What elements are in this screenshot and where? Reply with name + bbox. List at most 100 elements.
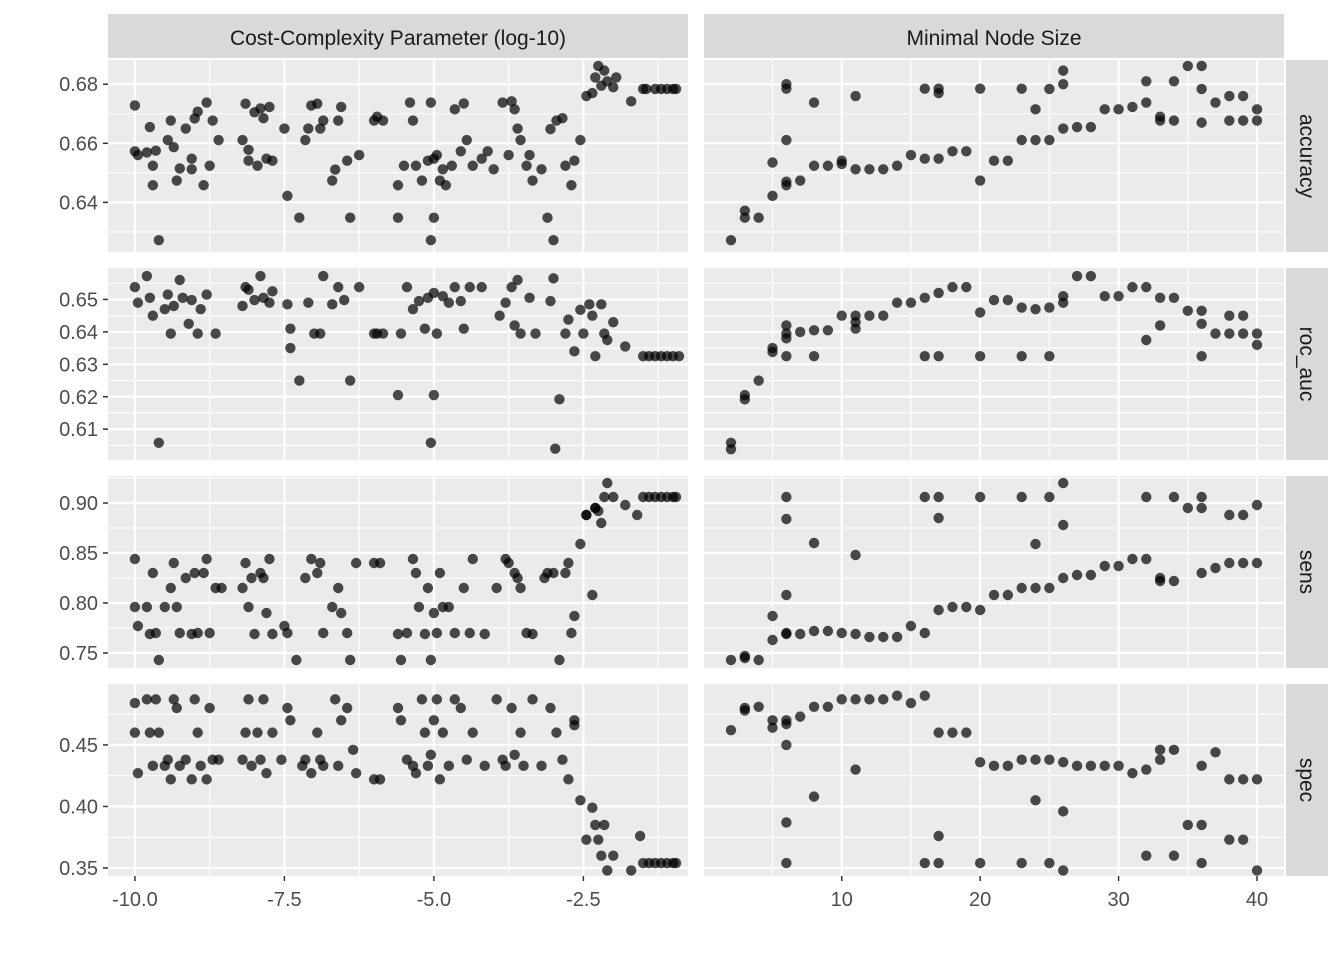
data-point (377, 115, 389, 126)
data-point (243, 601, 254, 613)
data-point (587, 802, 598, 813)
data-point (192, 106, 203, 117)
data-point (500, 760, 511, 772)
data-point (147, 567, 159, 579)
data-point (670, 83, 682, 95)
data-point (1127, 281, 1138, 293)
data-point (1237, 509, 1249, 521)
data-point (569, 720, 580, 731)
data-point (147, 760, 159, 772)
data-point (401, 627, 413, 639)
data-point (306, 553, 317, 565)
data-point (1251, 115, 1263, 126)
data-point (1251, 499, 1263, 511)
data-point (1196, 60, 1207, 72)
x-tick-label: -2.5 (566, 889, 600, 911)
data-point (237, 300, 248, 312)
data-point (550, 443, 561, 454)
data-point (443, 297, 455, 308)
data-point (919, 153, 930, 164)
data-point (479, 760, 490, 772)
data-point (620, 499, 631, 511)
data-point (1196, 857, 1207, 869)
data-point (195, 303, 206, 315)
data-point (670, 491, 682, 503)
data-point (335, 101, 347, 113)
data-point (527, 175, 538, 186)
data-point (1058, 123, 1069, 134)
data-point (282, 627, 293, 639)
data-point (285, 323, 296, 334)
data-point (344, 375, 356, 386)
data-point (1113, 104, 1124, 115)
data-point (350, 557, 362, 569)
data-point (1113, 560, 1124, 572)
data-point (374, 557, 386, 569)
data-point (974, 307, 986, 318)
data-point (153, 727, 165, 738)
data-point (186, 164, 197, 175)
data-point (467, 553, 478, 565)
data-point (795, 711, 806, 722)
data-point (392, 212, 404, 223)
data-point (153, 654, 165, 666)
data-point (1058, 572, 1069, 584)
data-point (864, 164, 875, 175)
data-point (974, 756, 986, 768)
data-point (144, 121, 156, 133)
data-point (524, 292, 535, 304)
data-point (933, 153, 944, 164)
data-point (1030, 134, 1041, 146)
data-point (1251, 557, 1263, 569)
data-point (186, 294, 197, 306)
data-point (569, 155, 580, 166)
data-point (425, 654, 437, 666)
data-point (961, 281, 972, 293)
data-point (267, 286, 278, 297)
data-point (1224, 557, 1235, 569)
data-point (725, 654, 737, 666)
data-point (1030, 795, 1041, 806)
data-point (201, 774, 212, 785)
data-point (1154, 115, 1166, 126)
data-point (864, 310, 875, 321)
data-point (431, 149, 443, 161)
data-point (1168, 292, 1180, 304)
column-strip-label: Minimal Node Size (906, 27, 1081, 50)
data-point (905, 697, 917, 709)
data-point (327, 601, 338, 613)
data-point (132, 149, 144, 161)
data-point (1224, 328, 1235, 339)
data-point (1196, 567, 1207, 579)
data-point (129, 727, 141, 738)
data-point (569, 346, 580, 357)
data-point (503, 149, 514, 161)
data-point (1030, 538, 1041, 550)
data-point (767, 715, 778, 726)
data-point (479, 628, 490, 640)
data-point (1182, 502, 1193, 514)
data-point (264, 553, 275, 565)
data-point (536, 760, 547, 772)
data-point (961, 727, 972, 738)
data-point (171, 601, 182, 613)
data-point (395, 654, 407, 666)
data-point (434, 567, 446, 579)
data-point (327, 299, 338, 310)
data-point (1182, 819, 1193, 831)
data-point (545, 295, 556, 307)
data-point (261, 768, 272, 779)
data-point (515, 727, 526, 738)
data-point (300, 572, 311, 584)
data-point (933, 491, 944, 503)
x-tick-label: -10.0 (112, 889, 158, 911)
data-point (165, 774, 176, 785)
data-point (189, 567, 200, 579)
data-point (341, 702, 353, 714)
data-point (446, 160, 458, 171)
data-point (153, 437, 165, 449)
data-point (425, 437, 437, 449)
data-point (1196, 819, 1207, 831)
data-point (449, 627, 461, 639)
data-point (781, 739, 792, 751)
